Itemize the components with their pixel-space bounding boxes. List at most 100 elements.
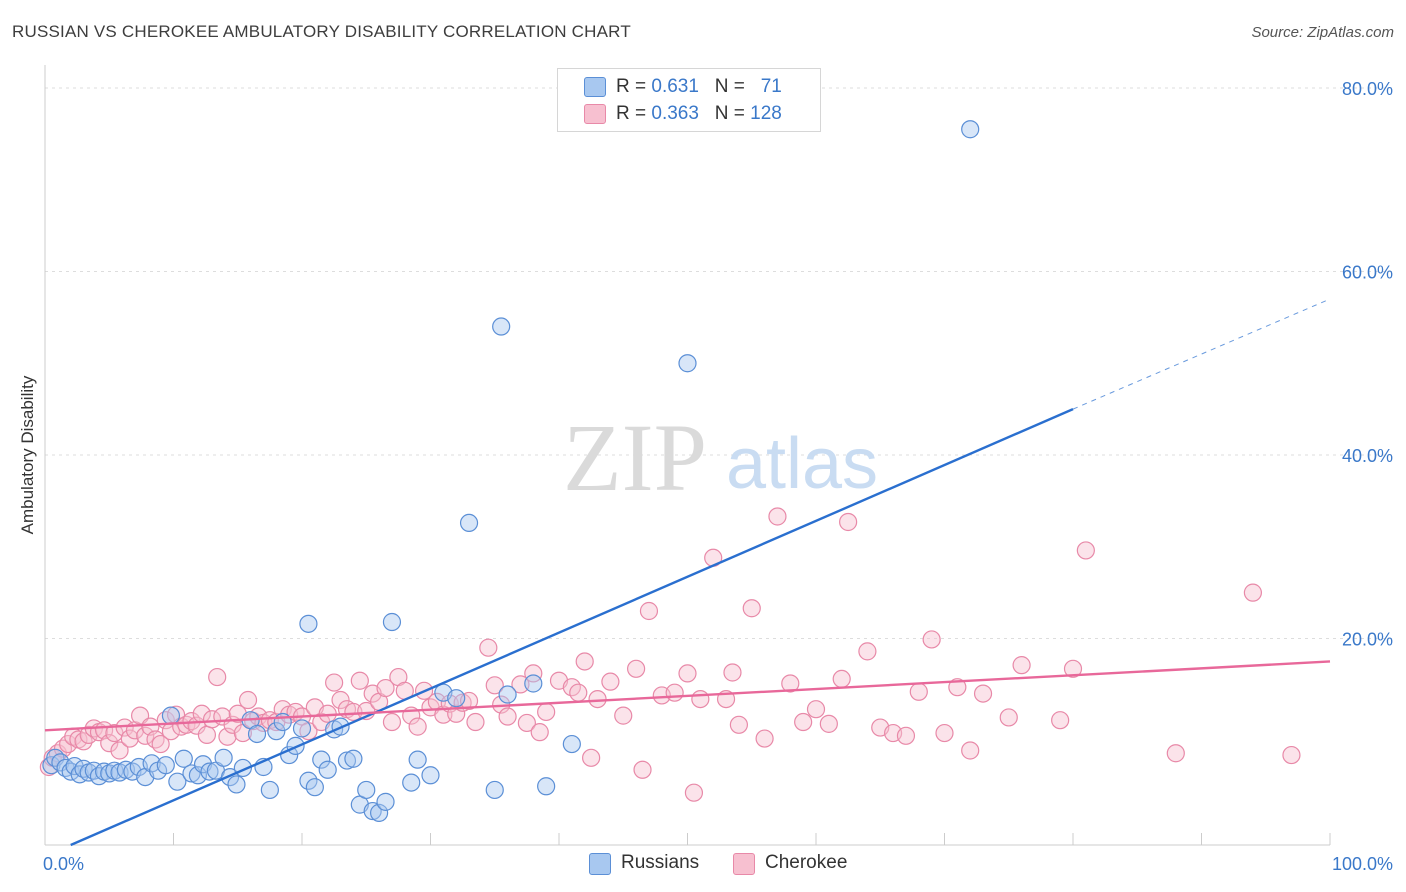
russians-point — [562, 734, 581, 754]
russians-point — [188, 766, 208, 785]
cherokee-point — [665, 683, 684, 702]
cherokee-point — [626, 659, 646, 678]
russians-point — [344, 749, 363, 768]
cherokee-point — [806, 700, 826, 719]
tick-labels: 20.0% 40.0% 60.0% 80.0% 0.0% 100.0% — [43, 79, 1393, 874]
cherokee-point — [325, 673, 344, 692]
russians-points — [42, 120, 980, 822]
cherokee-point — [601, 672, 620, 691]
cherokee-point — [781, 674, 800, 693]
cherokee-point — [537, 702, 556, 722]
stats-legend: R = 0.631 N = 71 R = 0.363 N = 128 — [557, 68, 821, 132]
y-axis-label: Ambulatory Disability — [18, 375, 37, 535]
russians-point — [247, 724, 267, 744]
russians-point — [370, 803, 389, 822]
cherokee-swatch — [584, 104, 606, 124]
cherokee-point — [408, 717, 427, 736]
cherokee-point — [376, 678, 395, 698]
russians-point — [214, 748, 233, 767]
cherokee-point — [208, 667, 227, 687]
russians-point — [260, 780, 279, 800]
cherokee-point — [197, 725, 217, 744]
cherokee-point — [639, 601, 659, 621]
cherokee-point — [1166, 744, 1185, 763]
russians-point — [421, 766, 440, 785]
cherokee-point — [434, 705, 453, 724]
cherokee-point — [684, 783, 704, 802]
russians-point — [524, 674, 543, 693]
cherokee-r-value: 0.363 — [651, 103, 699, 124]
source-credit: Source: ZipAtlas.com — [1251, 24, 1394, 41]
chart-title: RUSSIAN VS CHEROKEE AMBULATORY DISABILIT… — [12, 22, 631, 41]
cherokee-point — [729, 715, 749, 734]
x-tick-label: 100.0% — [1332, 854, 1393, 874]
cherokee-point — [1282, 745, 1301, 765]
cherokee-point — [1243, 583, 1263, 602]
cherokee-point — [819, 714, 838, 733]
watermark: ZIP atlas — [563, 404, 878, 511]
cherokee-point — [331, 690, 350, 710]
russians-point — [447, 689, 466, 708]
russians-point — [961, 120, 980, 139]
cherokee-legend-swatch — [733, 853, 755, 875]
cherokee-point — [633, 760, 652, 779]
russians-point — [402, 773, 421, 792]
cherokee-point — [582, 748, 601, 767]
cherokee-point — [973, 684, 993, 703]
cherokee-point — [858, 642, 877, 661]
russians-point — [227, 775, 246, 794]
cherokee-point — [517, 713, 536, 733]
russians-point — [312, 750, 331, 769]
russians-n-value: 71 — [760, 76, 782, 97]
cherokee-point — [999, 708, 1018, 727]
cherokee-point — [588, 689, 607, 709]
watermark-atlas: atlas — [726, 424, 878, 504]
cherokee-point — [768, 507, 787, 526]
cherokee-point — [238, 690, 258, 710]
trend-lines — [44, 298, 1331, 847]
russians-point — [357, 780, 376, 800]
russians-legend-label: Russians — [621, 852, 700, 873]
cherokee-point — [575, 652, 594, 671]
cherokee-point — [382, 712, 402, 732]
russians-point — [459, 513, 479, 533]
cherokee-legend-label: Cherokee — [765, 852, 848, 873]
russians-r-value: 0.631 — [651, 76, 699, 97]
russians-point — [292, 719, 312, 738]
russians-point — [678, 354, 697, 373]
cherokee-point — [614, 706, 633, 725]
n-label: N = — [714, 76, 745, 97]
cherokee-point — [961, 741, 980, 760]
cherokee-point — [485, 676, 504, 695]
russians-point — [51, 753, 70, 772]
cherokee-point — [896, 726, 916, 745]
cherokee-point — [511, 675, 530, 694]
russians-point — [267, 722, 286, 741]
cherokee-point — [794, 712, 813, 732]
cherokee-point — [742, 599, 761, 618]
watermark-zip: ZIP — [563, 404, 707, 511]
cherokee-point — [935, 723, 954, 743]
russians-point — [318, 760, 337, 779]
russians-point — [485, 780, 504, 800]
cherokee-point — [530, 723, 549, 742]
cherokee-point — [1063, 659, 1083, 678]
cherokee-point — [691, 689, 710, 709]
cherokee-point — [524, 664, 543, 683]
russians-point — [156, 756, 175, 775]
cherokee-point — [110, 741, 129, 760]
russians-swatch — [584, 77, 606, 97]
russians-point — [174, 749, 193, 768]
russians-point — [168, 772, 187, 791]
cherokee-point — [922, 630, 941, 649]
cherokee-point — [350, 671, 369, 690]
russians-point — [337, 751, 357, 770]
y-tick-label: 20.0% — [1342, 630, 1393, 650]
russians-point — [200, 762, 219, 781]
cherokee-point — [909, 682, 928, 701]
cherokee-point — [202, 710, 222, 729]
cherokee-point — [948, 678, 967, 697]
cherokee-point — [136, 726, 155, 745]
cherokee-trend-line — [44, 660, 1331, 732]
